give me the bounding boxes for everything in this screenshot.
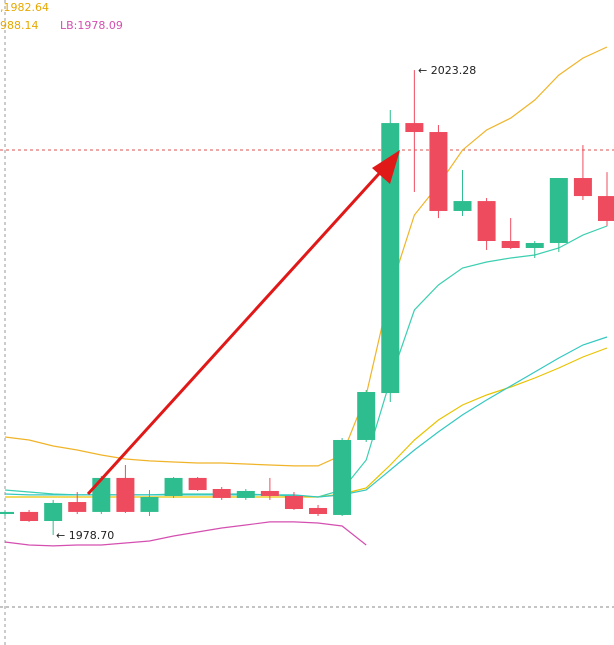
- candle-body: [501, 241, 520, 248]
- indicator-lines: [4, 46, 608, 547]
- candle-body: [429, 132, 448, 211]
- candle-body: [68, 502, 87, 512]
- indicator-line: [4, 225, 608, 498]
- candle-body: [284, 495, 303, 510]
- candle-body: [333, 439, 352, 515]
- candle-body: [598, 196, 614, 221]
- indicator-line: [5, 347, 608, 498]
- arrow-head: [372, 150, 400, 184]
- candle-body: [140, 497, 159, 512]
- indicator-line: [4, 46, 608, 467]
- header-label: 988.14: [0, 19, 39, 32]
- header-label: ,1982.64: [0, 1, 49, 14]
- candle-body: [381, 123, 400, 394]
- low-annotation: ← 1978.70: [56, 529, 114, 542]
- indicator-line: [4, 521, 367, 547]
- candle-body: [357, 392, 376, 440]
- candle-body: [44, 502, 63, 522]
- candle-body: [188, 477, 207, 491]
- candle-body: [477, 201, 496, 242]
- candle-body: [164, 477, 183, 496]
- arrow-shaft: [86, 164, 388, 496]
- candle-body: [453, 201, 472, 211]
- candle-body: [236, 490, 255, 498]
- candles: [0, 70, 614, 535]
- high-annotation: ← 2023.28: [418, 64, 476, 77]
- candle-body: [573, 178, 592, 197]
- candle-body: [525, 242, 544, 248]
- candle-body: [405, 123, 424, 133]
- candle-body: [309, 507, 328, 515]
- candle-body: [116, 477, 135, 512]
- candle-body: [92, 477, 111, 512]
- header-label: LB:1978.09: [60, 19, 123, 32]
- candle-body: [0, 511, 14, 515]
- candle-body: [212, 488, 231, 498]
- candle-body: [260, 490, 279, 496]
- indicator-line: [4, 336, 608, 498]
- trend-arrow: [86, 150, 400, 496]
- candle-body: [20, 511, 39, 522]
- candle-body: [549, 178, 568, 243]
